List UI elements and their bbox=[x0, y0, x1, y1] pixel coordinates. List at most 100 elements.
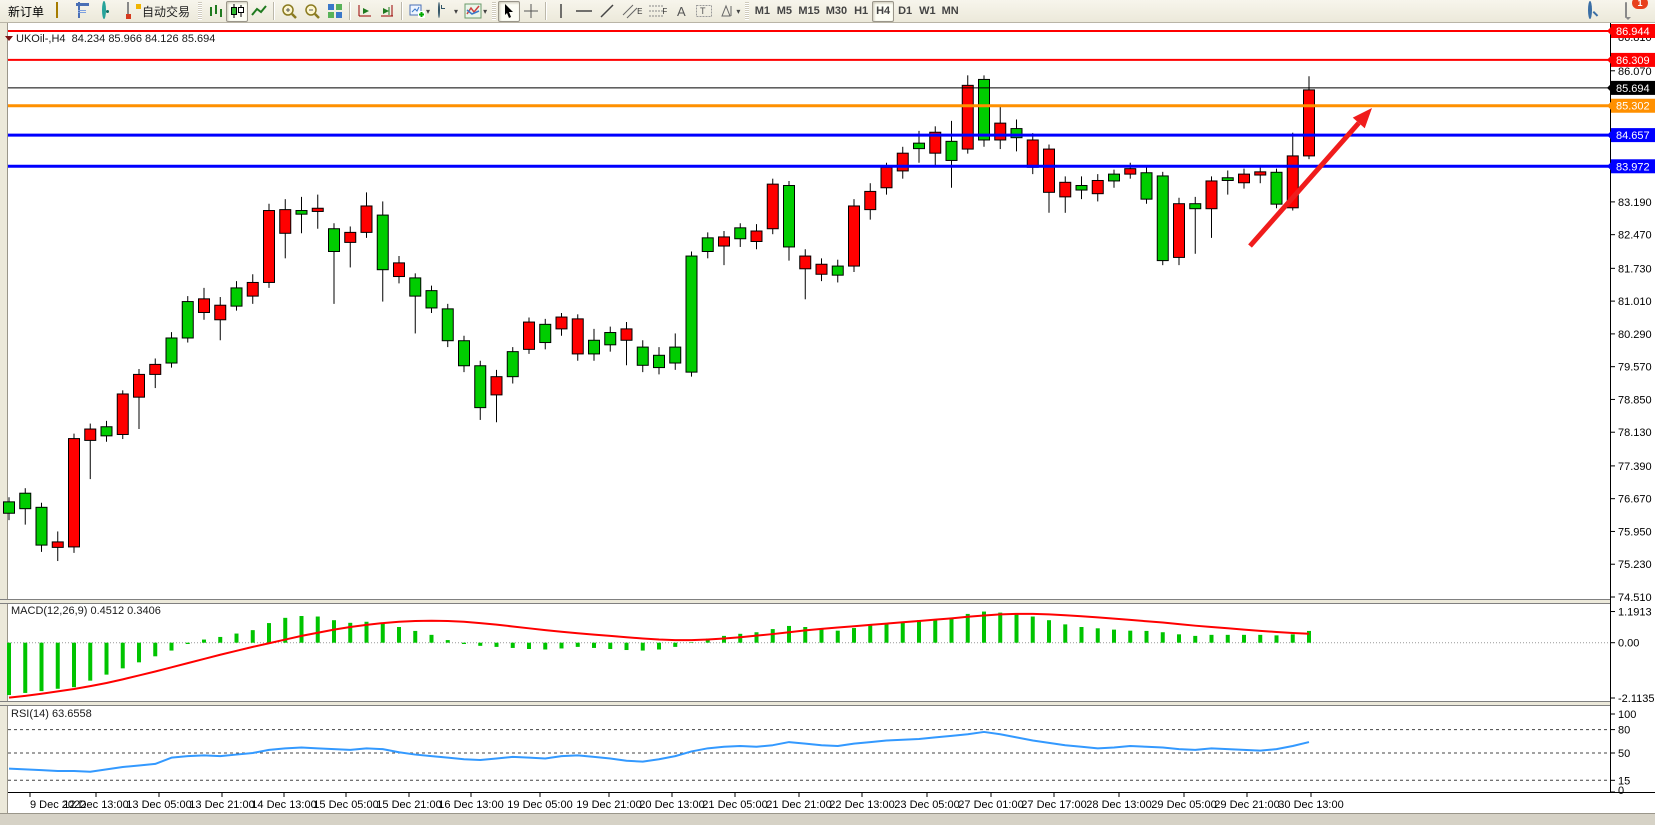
candle bbox=[636, 346, 649, 366]
macd-label: MACD(12,26,9) 0.4512 0.3406 bbox=[11, 605, 161, 617]
macd-histogram-bar bbox=[559, 642, 564, 649]
macd-histogram-bar bbox=[1225, 634, 1230, 643]
macd-histogram-bar bbox=[1128, 630, 1133, 643]
macd-histogram-bar bbox=[380, 622, 385, 643]
time-axis-label: 13 Dec 21:00 bbox=[189, 799, 254, 811]
zoom-out-icon[interactable] bbox=[301, 1, 324, 22]
candle bbox=[263, 210, 275, 283]
crosshair-icon[interactable] bbox=[520, 1, 542, 22]
candle bbox=[84, 428, 97, 441]
candle bbox=[929, 131, 942, 154]
macd-histogram-bar bbox=[933, 619, 938, 643]
bar-chart-icon[interactable] bbox=[204, 1, 226, 22]
trendline-icon[interactable] bbox=[596, 1, 618, 22]
candlestick-chart-icon[interactable] bbox=[226, 0, 249, 22]
label-icon[interactable]: T bbox=[692, 1, 716, 22]
rsi-tick-label: 15 bbox=[1618, 775, 1630, 787]
new-chart-icon[interactable]: ▾ bbox=[406, 1, 433, 22]
text-icon[interactable]: A bbox=[670, 1, 692, 22]
macd-histogram-bar bbox=[803, 626, 808, 643]
candle bbox=[1173, 203, 1185, 258]
macd-histogram-bar bbox=[494, 642, 499, 647]
line-chart-icon[interactable] bbox=[248, 1, 270, 22]
timeframe-button-w1[interactable]: W1 bbox=[919, 5, 936, 17]
candle bbox=[198, 298, 210, 313]
arrows-icon[interactable]: ▾ bbox=[716, 1, 743, 22]
macd-histogram-bar bbox=[624, 642, 629, 651]
macd-histogram-bar bbox=[900, 621, 905, 643]
timeframe-button-mn[interactable]: MN bbox=[941, 5, 959, 17]
macd-histogram-bar bbox=[770, 629, 775, 643]
time-axis-label: 9 Dec 2022 bbox=[30, 799, 86, 811]
price-tick-label: 77.390 bbox=[1618, 461, 1652, 473]
zoom-in-icon[interactable] bbox=[278, 1, 301, 22]
macd-histogram-bar bbox=[982, 611, 986, 643]
trend-arrow-head bbox=[1352, 108, 1372, 129]
macd-histogram-bar bbox=[1047, 620, 1051, 643]
window-bottom-edge bbox=[0, 813, 1655, 825]
timeframe-button-m15[interactable]: M15 bbox=[798, 5, 820, 17]
candle bbox=[165, 337, 178, 364]
price-tick-label: 80.290 bbox=[1618, 329, 1652, 341]
macd-histogram-bar bbox=[592, 642, 596, 648]
macd-histogram-bar bbox=[88, 642, 93, 681]
auto-scroll-icon[interactable] bbox=[354, 1, 376, 22]
macd-histogram-bar bbox=[527, 642, 531, 649]
candle bbox=[3, 501, 15, 514]
candle bbox=[1124, 168, 1137, 175]
macd-histogram-bar bbox=[754, 632, 759, 643]
channel-icon[interactable]: E bbox=[618, 1, 645, 22]
macd-histogram-bar bbox=[510, 642, 515, 648]
macd-histogram-bar bbox=[1242, 634, 1246, 643]
candle bbox=[1189, 203, 1202, 210]
autotrading-button[interactable]: 自动交易 bbox=[119, 1, 196, 22]
candle bbox=[474, 365, 487, 409]
rsi-line bbox=[8, 730, 1310, 773]
chevron-down-icon: ▾ bbox=[736, 6, 741, 16]
signals-icon[interactable] bbox=[96, 0, 119, 22]
indicators-icon[interactable]: ▾ bbox=[461, 1, 490, 22]
candle bbox=[1026, 139, 1039, 168]
svg-text:T: T bbox=[700, 6, 706, 16]
macd-histogram-bar bbox=[1290, 634, 1295, 643]
rsi-tick-label: 0 bbox=[1618, 785, 1624, 797]
candle bbox=[1091, 179, 1104, 195]
macd-histogram-bar bbox=[299, 616, 304, 643]
period-dropdown-icon[interactable]: ▾ bbox=[433, 1, 461, 22]
time-axis-label: 15 Dec 21:00 bbox=[376, 799, 441, 811]
time-axis-label: 22 Dec 13:00 bbox=[829, 799, 894, 811]
macd-histogram-bar bbox=[835, 630, 840, 643]
cursor-icon[interactable] bbox=[498, 0, 521, 22]
chat-icon[interactable]: 1 bbox=[1620, 0, 1648, 22]
fibonacci-icon[interactable]: F bbox=[645, 1, 670, 22]
chart-window-icon[interactable] bbox=[73, 1, 96, 22]
macd-histogram-bar bbox=[705, 638, 710, 643]
macd-histogram-bar bbox=[868, 625, 873, 643]
chart-context-arrow[interactable] bbox=[5, 36, 13, 45]
timeframe-button-d1[interactable]: D1 bbox=[898, 5, 913, 17]
chart-shift-icon[interactable] bbox=[376, 1, 398, 22]
timeframe-button-m30[interactable]: M30 bbox=[825, 5, 848, 17]
time-axis-label: 19 Dec 21:00 bbox=[576, 799, 641, 811]
tile-windows-icon[interactable] bbox=[324, 1, 346, 22]
vertical-line-icon[interactable] bbox=[550, 1, 572, 22]
horizontal-line-icon[interactable] bbox=[572, 1, 596, 22]
candle bbox=[149, 363, 162, 375]
new-order-button[interactable]: 新订单 bbox=[2, 1, 50, 22]
price-level-badge bbox=[1611, 159, 1655, 174]
timeframe-group: M1 M5 M15 M30 H1 H4 D1 W1 MN bbox=[751, 0, 961, 22]
timeframe-button-h4[interactable]: H4 bbox=[872, 0, 895, 22]
autotrading-label: 自动交易 bbox=[142, 4, 191, 19]
candle bbox=[116, 393, 129, 435]
timeframe-button-m1[interactable]: M1 bbox=[754, 5, 770, 17]
candle bbox=[214, 304, 227, 321]
macd-histogram-bar bbox=[787, 625, 791, 643]
timeframe-button-h1[interactable]: H1 bbox=[854, 5, 869, 17]
market-watch-icon[interactable] bbox=[50, 1, 73, 22]
candle bbox=[393, 262, 405, 278]
macd-histogram-bar bbox=[250, 630, 255, 643]
candle bbox=[880, 166, 893, 189]
timeframe-button-m5[interactable]: M5 bbox=[776, 5, 792, 17]
search-icon[interactable] bbox=[1583, 0, 1606, 22]
